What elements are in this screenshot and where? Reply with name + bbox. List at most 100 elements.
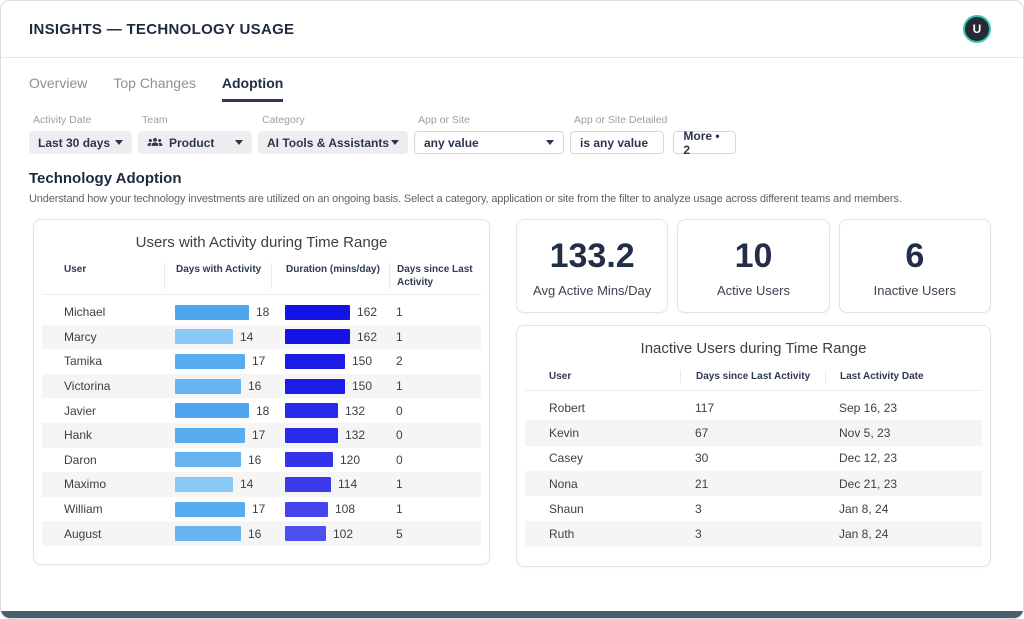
duration-value: 102 [333,526,354,541]
days-value: 16 [248,526,262,541]
filter-more: More • 2 [673,114,737,157]
last-activity-date: Sep 16, 23 [839,400,898,415]
user-name: Shaun [549,501,584,516]
activity-date-select[interactable]: Last 30 days [29,131,132,154]
days-value: 16 [248,452,262,467]
filter-category: Category AI Tools & Assistants [258,114,408,154]
activity-table-row: Marcy 14 162 1 [42,324,481,350]
days-since-value: 0 [396,403,403,418]
days-since-value: 21 [695,476,709,491]
days-with-activity-bar[interactable]: 17 [164,353,271,369]
days-since-value: 67 [695,425,709,440]
dashboard-content: Users with Activity during Time Range Us… [1,205,1023,567]
filter-label: Category [262,114,305,126]
col-user: User [64,264,87,275]
duration-bar[interactable]: 108 [271,501,389,517]
window-bottom-edge [1,611,1023,618]
more-filters-button[interactable]: More • 2 [673,129,737,157]
tab-adoption[interactable]: Adoption [221,75,284,102]
days-value: 14 [240,329,254,344]
activity-table-row: Hank 17 132 0 [42,422,481,448]
days-since-value: 1 [396,379,403,394]
days-since-value: 3 [695,527,702,542]
days-value: 16 [248,379,262,394]
days-with-activity-bar[interactable]: 17 [164,427,271,443]
filter-app-or-site-detailed: App or Site Detailed is any value [570,114,667,154]
duration-bar[interactable]: 150 [271,378,389,394]
inactive-table-row: Kevin 67 Nov 5, 23 [525,420,982,446]
inactive-users-card: Inactive Users during Time Range User Da… [516,325,991,567]
duration-bar[interactable]: 132 [271,403,389,419]
activity-table-body: Michael 18 162 1 Marcy 14 162 1 Tamika 17 150 2 Vict… [42,300,481,546]
days-with-activity-bar[interactable]: 17 [164,501,271,517]
filter-label: Activity Date [33,114,92,126]
filter-app-or-site: App or Site any value [414,114,564,154]
duration-value: 150 [352,379,373,394]
last-activity-date: Nov 5, 23 [839,425,891,440]
inactive-table-header: User Days since Last Activity Last Activ… [525,370,982,391]
avatar-initial: U [972,22,982,36]
last-activity-date: Jan 8, 24 [839,527,889,542]
metric-label: Inactive Users [873,282,956,298]
user-name: Ruth [549,527,575,542]
days-with-activity-bar[interactable]: 14 [164,329,271,345]
activity-chart-title: Users with Activity during Time Range [135,234,388,251]
days-value: 14 [240,477,254,492]
inactive-table-row: Ruth 3 Jan 8, 24 [525,521,982,547]
metric-value: 6 [905,236,925,275]
duration-bar[interactable]: 150 [271,353,389,369]
days-value: 18 [256,403,270,418]
team-icon [147,137,163,148]
duration-bar[interactable]: 114 [271,476,389,492]
user-name: Maximo [64,477,107,492]
tab-bar: Overview Top Changes Adoption [1,58,1023,102]
activity-table-row: Victorina 16 150 1 [42,373,481,399]
user-name: Javier [64,403,97,418]
user-name: William [64,502,103,517]
duration-bar[interactable]: 162 [271,329,389,345]
days-with-activity-bar[interactable]: 18 [164,403,271,419]
days-with-activity-bar[interactable]: 16 [164,526,271,542]
metric-cards: 133.2 Avg Active Mins/Day 10 Active User… [516,219,991,313]
user-name: Robert [549,400,586,415]
duration-bar[interactable]: 102 [271,526,389,542]
activity-table-row: Maximo 14 114 1 [42,472,481,497]
days-with-activity-bar[interactable]: 14 [164,476,271,492]
chevron-down-icon [115,140,123,145]
col-days-with-activity: Days with Activity [164,263,271,289]
user-avatar[interactable]: U [963,15,991,43]
metric-inactive-users: 6 Inactive Users [838,219,991,313]
user-name: Michael [64,305,106,320]
user-name: August [64,526,102,541]
metric-label: Active Users [717,282,790,298]
days-with-activity-bar[interactable]: 16 [164,452,271,468]
metric-value: 10 [734,236,773,275]
activity-table-row: William 17 108 1 [42,497,481,522]
days-with-activity-bar[interactable]: 16 [164,378,271,394]
activity-table-row: Javier 18 132 0 [42,398,481,423]
days-with-activity-bar[interactable]: 18 [164,304,271,320]
app-or-site-detailed-field[interactable]: is any value [570,131,664,154]
last-activity-date: Dec 12, 23 [839,451,898,466]
tab-top-changes[interactable]: Top Changes [113,75,196,91]
duration-value: 132 [345,403,366,418]
tab-overview[interactable]: Overview [29,75,88,91]
days-since-value: 30 [695,451,709,466]
section-description: Understand how your technology investmen… [29,193,902,205]
duration-bar[interactable]: 132 [271,427,389,443]
inactive-table-row: Nona 21 Dec 21, 23 [525,470,982,497]
user-name: Tamika [64,354,103,369]
user-name: Victorina [64,379,111,394]
filter-label: App or Site Detailed [574,114,668,126]
category-select[interactable]: AI Tools & Assistants [258,131,408,154]
activity-table-row: Tamika 17 150 2 [42,349,481,374]
col-days-since-last-activity: Days since Last Activity [680,370,825,383]
user-name: Hank [64,428,93,443]
app-or-site-select[interactable]: any value [414,131,564,154]
page-title: INSIGHTS — TECHNOLOGY USAGE [29,20,295,38]
duration-bar[interactable]: 162 [271,304,389,320]
duration-bar[interactable]: 120 [271,452,389,468]
days-value: 17 [252,502,266,517]
user-name: Nona [549,476,578,491]
team-select[interactable]: Product [138,131,252,154]
